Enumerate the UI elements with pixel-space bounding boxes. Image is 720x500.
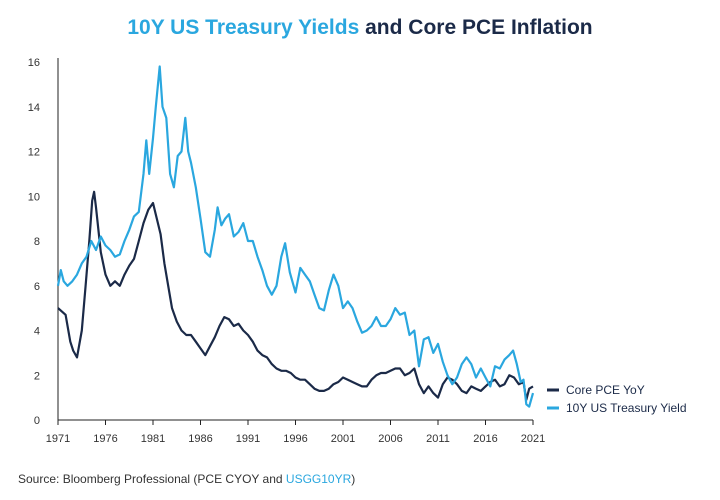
source-link[interactable]: USGG10YR xyxy=(285,472,352,486)
x-tick-label: 1971 xyxy=(46,433,70,445)
y-tick-label: 6 xyxy=(34,281,40,293)
x-tick-label: 2006 xyxy=(378,433,402,445)
y-tick-label: 16 xyxy=(28,57,40,69)
chart-title-highlight: 10Y US Treasury Yields xyxy=(127,16,360,39)
y-tick-label: 2 xyxy=(34,370,40,382)
x-tick-label: 2011 xyxy=(426,433,450,445)
y-tick-label: 12 xyxy=(28,147,40,159)
chart-title: 10Y US Treasury Yields and Core PCE Infl… xyxy=(0,16,720,40)
x-tick-label: 1981 xyxy=(141,433,165,445)
source-note: Source: Bloomberg Professional (PCE CYOY… xyxy=(18,472,355,486)
x-tick-label: 1996 xyxy=(283,433,307,445)
treasury-yield-line xyxy=(56,65,535,408)
y-tick-label: 4 xyxy=(34,326,40,338)
chart: 0 2 4 6 8 10 12 14 16 1971 1976 1981 1986 1991 1996 200… xyxy=(28,57,687,445)
legend-label: 10Y US Treasury Yield xyxy=(566,401,687,415)
source-prefix: Source: Bloomberg Professional (PCE CYOY… xyxy=(18,472,286,486)
legend-label: Core PCE YoY xyxy=(566,383,645,397)
y-tick-label: 14 xyxy=(28,102,40,114)
source-suffix: ) xyxy=(351,472,356,486)
x-tick-label: 2021 xyxy=(521,433,545,445)
x-tick-label: 2016 xyxy=(473,433,497,445)
x-tick-label: 2001 xyxy=(331,433,355,445)
x-tick-label: 1991 xyxy=(236,433,260,445)
series-layer xyxy=(56,65,535,408)
x-tick-label: 1986 xyxy=(188,433,212,445)
y-tick-label: 0 xyxy=(34,415,40,427)
chart-title-rest: and Core PCE Inflation xyxy=(359,16,593,39)
y-tick-label: 8 xyxy=(34,236,40,248)
axes: 0 2 4 6 8 10 12 14 16 1971 1976 1981 1986 1991 1996 200… xyxy=(28,57,545,445)
y-tick-label: 10 xyxy=(28,191,40,203)
legend: Core PCE YoY 10Y US Treasury Yield xyxy=(547,383,687,415)
core-pce-line xyxy=(57,190,534,401)
x-tick-label: 1976 xyxy=(93,433,117,445)
